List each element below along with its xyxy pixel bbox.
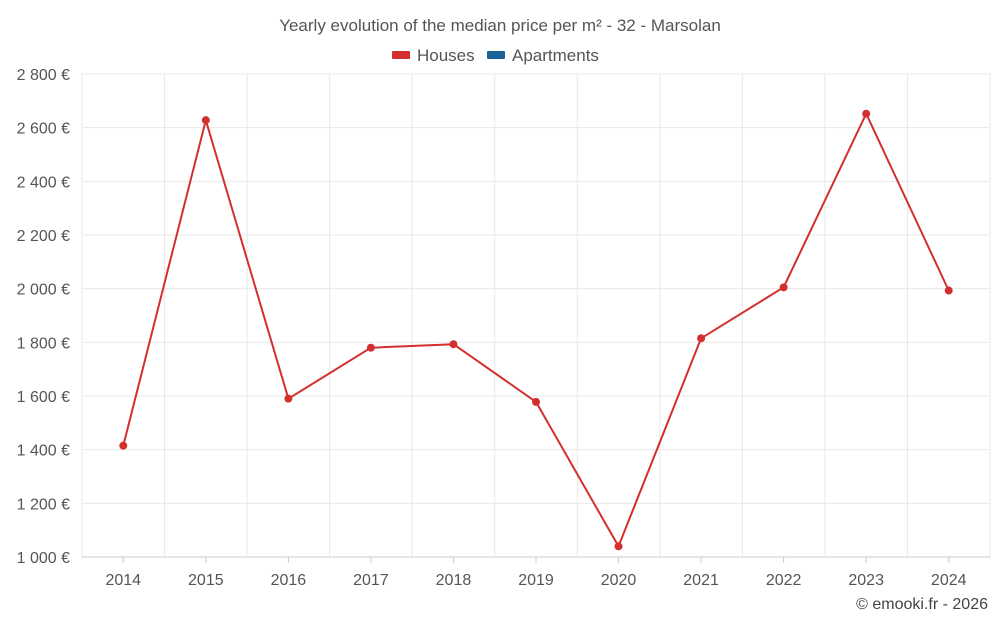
data-point-houses-2018[interactable]: [449, 340, 458, 349]
axes: 1 000 € 1 200 € 1 400 € 1 600 € 1 800 € 2 000…: [17, 67, 990, 589]
x-tick-label: 2014: [105, 572, 141, 589]
y-tick-label: 2 400 €: [17, 174, 70, 191]
x-tick-label: 2017: [353, 572, 389, 589]
x-tick-label: 2018: [436, 572, 472, 589]
credit-text: © emooki.fr - 2026: [856, 596, 988, 613]
data-point-houses-2021[interactable]: [697, 334, 706, 343]
x-tick-label: 2024: [931, 572, 967, 589]
data-point-houses-2016[interactable]: [284, 394, 293, 403]
y-tick-label: 1 600 €: [17, 389, 70, 406]
legend: Houses Apartments: [392, 46, 599, 65]
y-tick-label: 2 800 €: [17, 67, 70, 84]
y-tick-label: 1 000 €: [17, 550, 70, 567]
data-point-houses-2014[interactable]: [119, 441, 128, 450]
y-tick-label: 2 600 €: [17, 121, 70, 138]
x-tick-label: 2015: [188, 572, 224, 589]
data-point-houses-2020[interactable]: [614, 542, 623, 551]
data-point-houses-2015[interactable]: [201, 116, 210, 125]
legend-label-houses: Houses: [417, 46, 475, 65]
data-point-houses-2017[interactable]: [366, 343, 375, 352]
y-tick-label: 1 200 €: [17, 496, 70, 513]
data-point-houses-2022[interactable]: [779, 283, 788, 292]
data-point-houses-2019[interactable]: [532, 397, 540, 406]
legend-swatch-apartments: [487, 51, 505, 59]
legend-swatch-houses: [392, 51, 410, 59]
x-tick-label: 2021: [683, 572, 719, 589]
x-tick-label: 2023: [848, 572, 884, 589]
y-tick-label: 2 000 €: [17, 282, 70, 299]
chart-title: Yearly evolution of the median price per…: [279, 16, 721, 35]
data-point-houses-2023[interactable]: [862, 109, 871, 118]
y-tick-label: 1 400 €: [17, 443, 70, 460]
y-tick-label: 1 800 €: [17, 335, 70, 352]
x-tick-label: 2022: [766, 572, 802, 589]
legend-item-apartments[interactable]: Apartments: [487, 46, 599, 65]
legend-label-apartments: Apartments: [512, 46, 599, 65]
y-tick-label: 2 200 €: [17, 228, 70, 245]
legend-item-houses[interactable]: Houses: [392, 46, 475, 65]
x-tick-label: 2019: [518, 572, 554, 589]
data-point-houses-2024[interactable]: [944, 286, 953, 295]
series: [119, 109, 953, 551]
x-tick-label: 2016: [271, 572, 307, 589]
grid: [81, 73, 991, 557]
x-tick-label: 2020: [601, 572, 637, 589]
